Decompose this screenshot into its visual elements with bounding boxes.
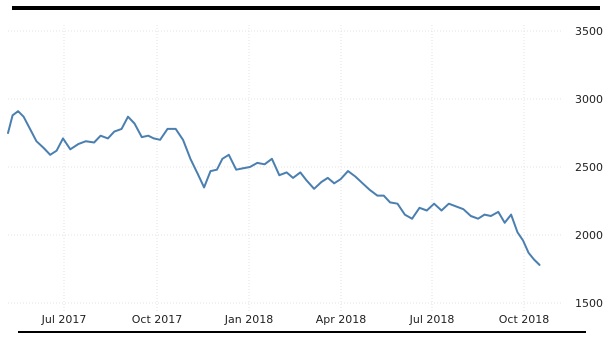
y-tick-label: 2500	[575, 161, 603, 174]
y-tick-label: 2000	[575, 229, 603, 242]
series-layer	[7, 110, 541, 266]
horizontal-grid	[8, 30, 562, 304]
vertical-grid	[63, 25, 525, 311]
x-tick-label: Apr 2018	[316, 313, 367, 326]
x-tick-label: Oct 2017	[132, 313, 183, 326]
y-tick-label: 3500	[575, 25, 603, 38]
x-tick-label: Jul 2017	[41, 313, 87, 326]
x-tick-label: Jul 2018	[409, 313, 455, 326]
series-line	[7, 110, 541, 266]
y-tick-label: 3000	[575, 93, 603, 106]
x-tick-label: Oct 2018	[499, 313, 550, 326]
chart-top-border	[12, 6, 600, 10]
y-tick-label: 1500	[575, 297, 603, 310]
x-axis-ticks: Jul 2017 Oct 2017 Jan 2018 Apr 2018 Jul 2018…	[41, 313, 550, 326]
y-axis-ticks: 1500 2000 2500 3000 3500	[575, 25, 603, 310]
chart-bottom-border	[18, 331, 586, 333]
x-tick-label: Jan 2018	[224, 313, 273, 326]
